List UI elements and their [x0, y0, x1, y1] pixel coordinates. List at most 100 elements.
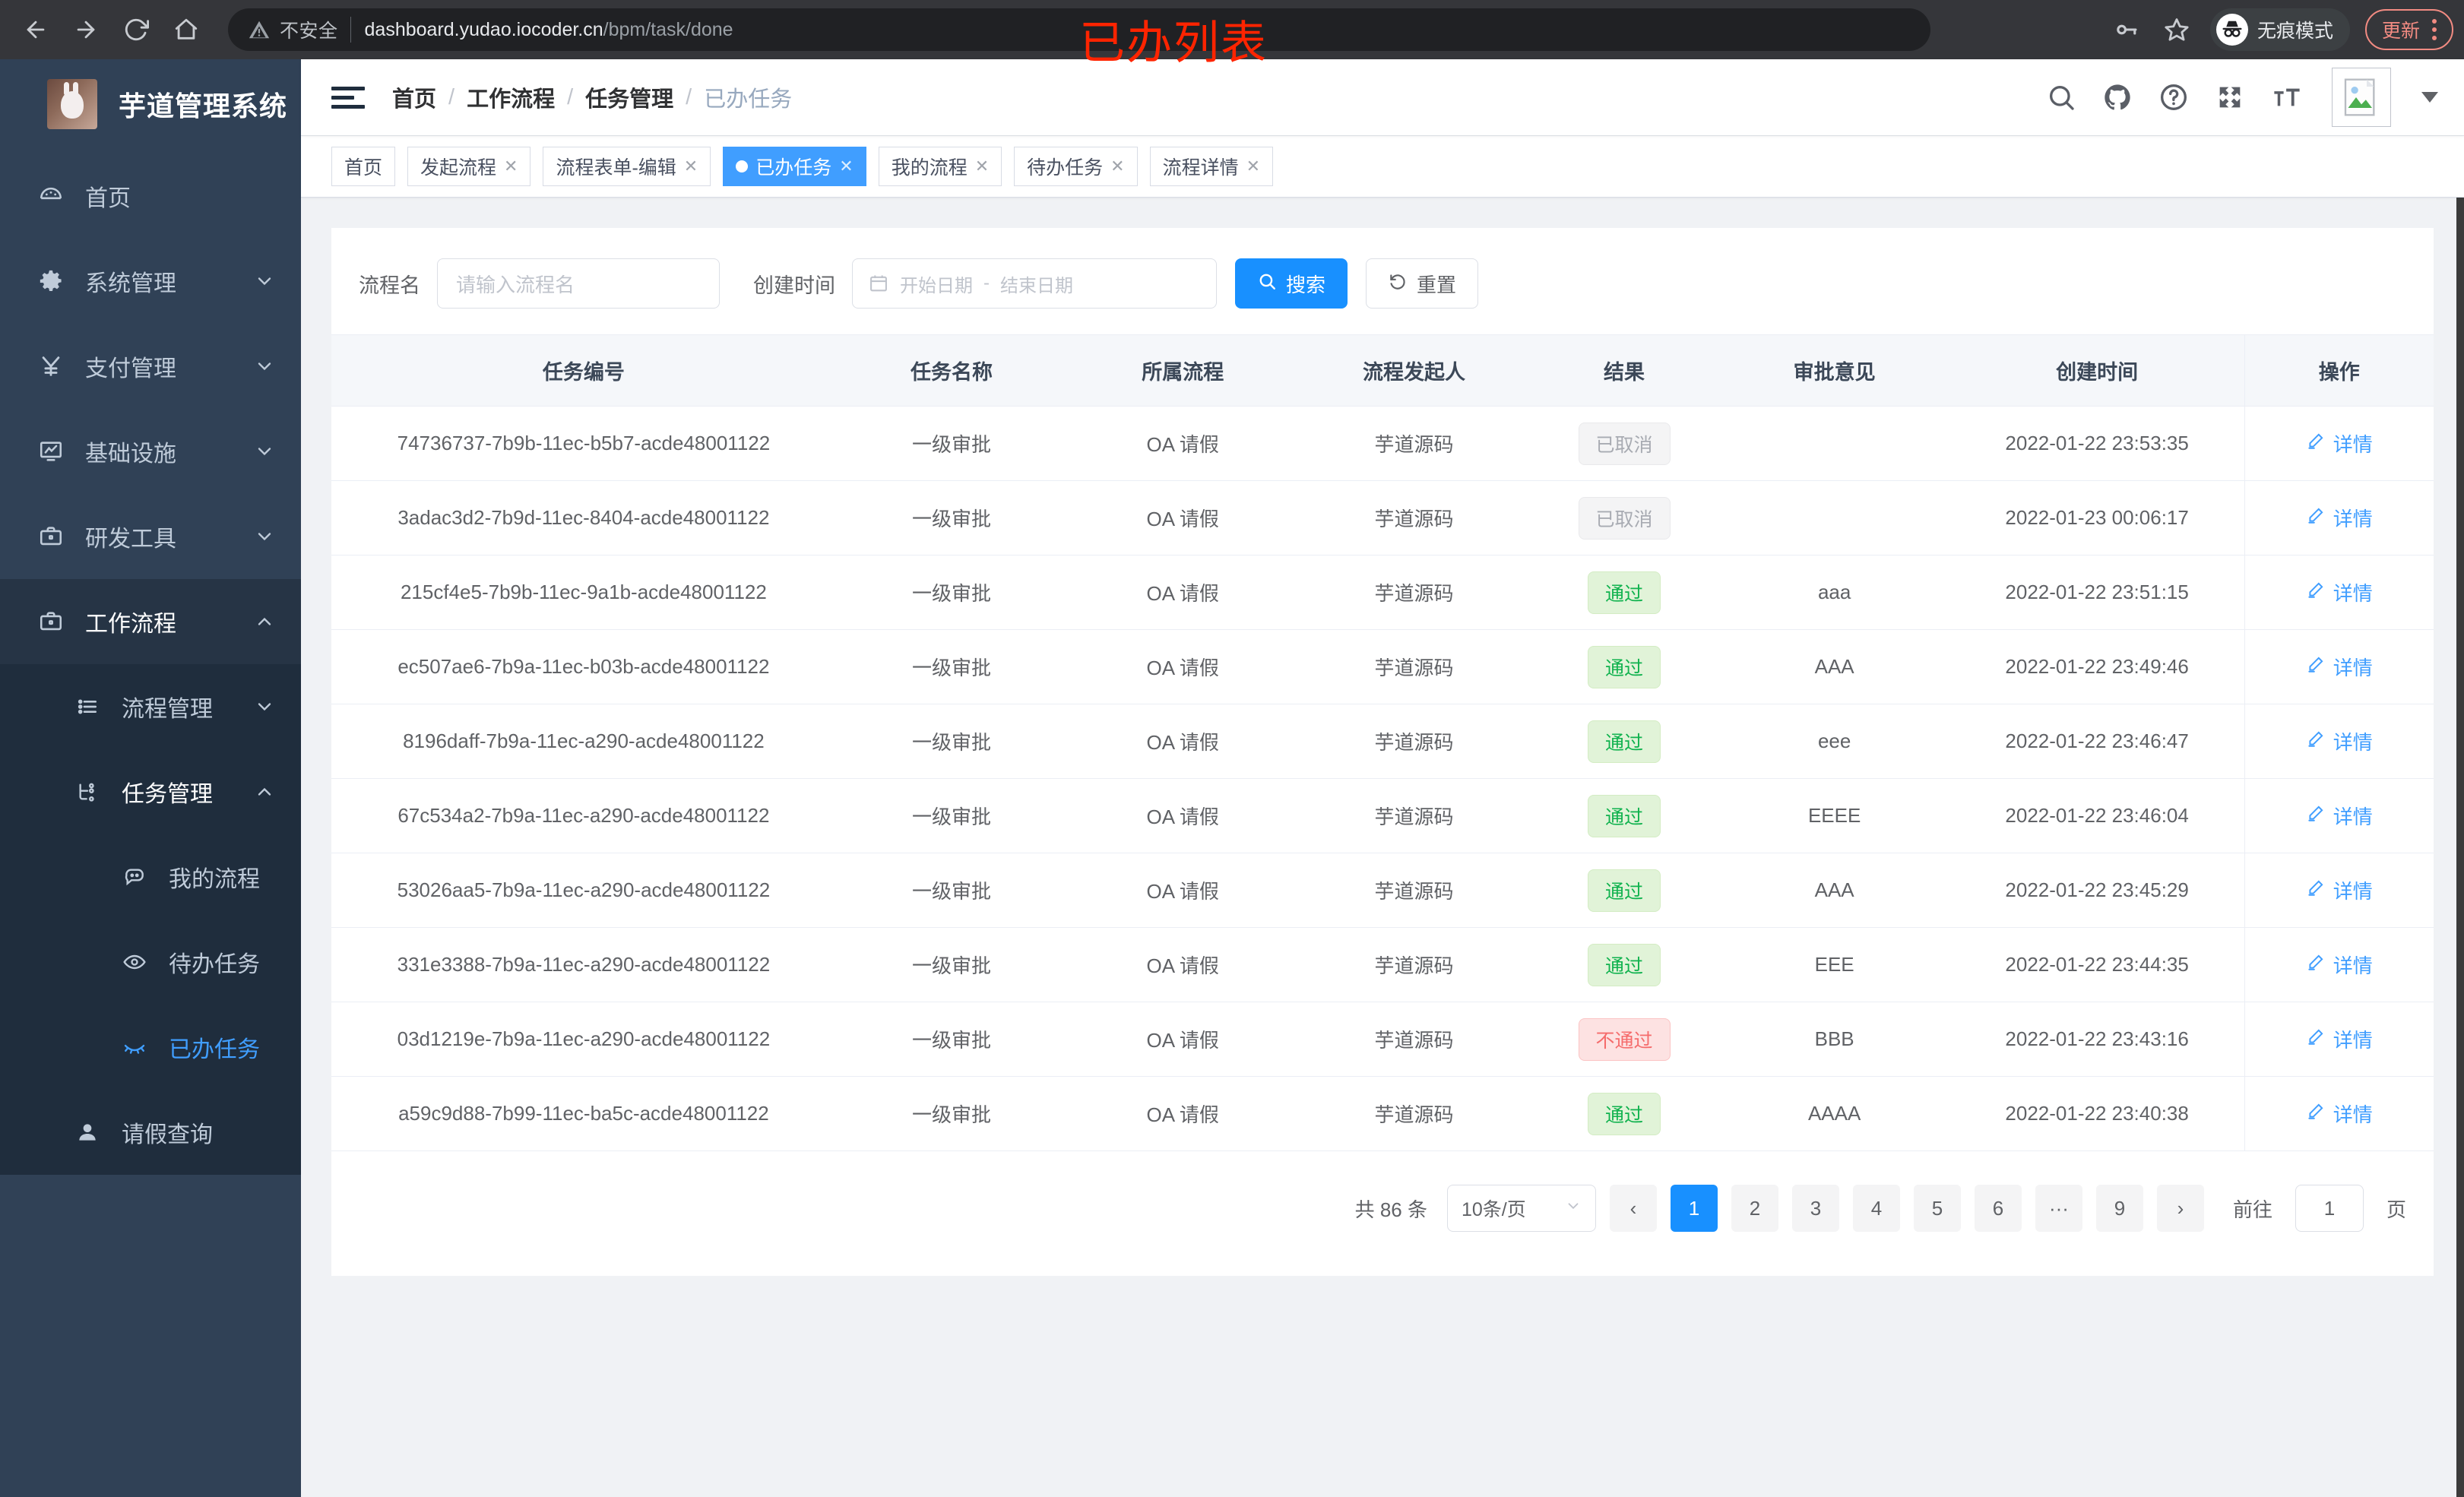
table-row[interactable]: a59c9d88-7b99-11ec-ba5c-acde48001122 一级审批…: [331, 1076, 2434, 1151]
tab-my-process[interactable]: 我的流程 ✕: [878, 147, 1002, 186]
tab-label: 首页: [344, 157, 383, 179]
sidebar-toggle-icon[interactable]: [331, 86, 365, 109]
password-key-icon[interactable]: [2105, 8, 2148, 51]
table-row[interactable]: 3adac3d2-7b9d-11ec-8404-acde48001122 一级审批…: [331, 480, 2434, 555]
table-row[interactable]: 53026aa5-7b9a-11ec-a290-acde48001122 一级审批…: [331, 853, 2434, 928]
detail-button[interactable]: 详情: [2306, 1025, 2373, 1053]
table-row[interactable]: 74736737-7b9b-11ec-b5b7-acde48001122 一级审批…: [331, 406, 2434, 481]
tab-done-task[interactable]: 已办任务 ✕: [723, 147, 866, 186]
bookmark-star-icon[interactable]: [2155, 8, 2198, 51]
tab-process-form-edit[interactable]: 流程表单-编辑 ✕: [543, 147, 711, 186]
cell-comment: EEEE: [1718, 778, 1950, 853]
page-number-button[interactable]: 2: [1731, 1185, 1778, 1232]
status-badge: 通过: [1588, 571, 1661, 614]
sidebar-item-workflow[interactable]: 工作流程: [0, 579, 301, 664]
tab-todo-task[interactable]: 待办任务 ✕: [1014, 147, 1138, 186]
font-size-icon[interactable]: [2271, 81, 2303, 113]
sidebar-item-leave-query[interactable]: 请假查询: [0, 1090, 301, 1175]
goto-page-input[interactable]: 1: [2295, 1185, 2364, 1232]
prev-page-button[interactable]: ‹: [1609, 1185, 1657, 1232]
reload-button[interactable]: [112, 6, 160, 53]
detail-button-label: 详情: [2333, 508, 2373, 530]
page-number-button[interactable]: 6: [1974, 1185, 2022, 1232]
close-icon[interactable]: ✕: [1110, 157, 1125, 176]
sidebar-item-done-task[interactable]: 已办任务: [0, 1005, 301, 1090]
breadcrumb-item[interactable]: 工作流程: [467, 87, 556, 112]
page-number-button[interactable]: 5: [1913, 1185, 1961, 1232]
tab-process-detail[interactable]: 流程详情 ✕: [1149, 147, 1274, 186]
process-name-input[interactable]: 请输入流程名: [437, 258, 720, 309]
page-number-button[interactable]: 4: [1852, 1185, 1900, 1232]
page-size-select[interactable]: 10条/页: [1446, 1185, 1596, 1232]
incognito-indicator[interactable]: 无痕模式: [2209, 8, 2350, 51]
home-button[interactable]: [163, 6, 210, 53]
page-number-button[interactable]: 1: [1670, 1185, 1718, 1232]
close-icon[interactable]: ✕: [504, 157, 518, 176]
reset-button[interactable]: 重置: [1366, 258, 1479, 309]
detail-button[interactable]: 详情: [2306, 578, 2373, 606]
sidebar-item-my-process[interactable]: 我的流程: [0, 834, 301, 919]
page-ellipsis[interactable]: ···: [2035, 1185, 2082, 1232]
detail-button[interactable]: 详情: [2306, 727, 2373, 755]
table-row[interactable]: ec507ae6-7b9a-11ec-b03b-acde48001122 一级审批…: [331, 629, 2434, 704]
monitor-icon: [30, 438, 71, 464]
table-row[interactable]: 215cf4e5-7b9b-11ec-9a1b-acde48001122 一级审批…: [331, 555, 2434, 630]
update-button[interactable]: 更新: [2364, 9, 2453, 50]
address-bar[interactable]: 不安全 dashboard.yudao.iocoder.cn/bpm/task/…: [228, 8, 1930, 51]
sidebar-item-infrastructure[interactable]: 基础设施: [0, 409, 301, 494]
close-icon[interactable]: ✕: [974, 157, 990, 176]
help-icon[interactable]: [2158, 82, 2189, 112]
sidebar-item-home[interactable]: 首页: [0, 153, 301, 239]
page-number-button[interactable]: 9: [2095, 1185, 2143, 1232]
sidebar-item-devtools[interactable]: 研发工具: [0, 494, 301, 579]
chrome-menu-icon[interactable]: [2428, 19, 2441, 40]
table-row[interactable]: 03d1219e-7b9a-11ec-a290-acde48001122 一级审批…: [331, 1002, 2434, 1077]
chevron-down-icon[interactable]: [2421, 92, 2438, 103]
cell-operation: 详情: [2244, 406, 2434, 481]
back-button[interactable]: [12, 6, 59, 53]
search-icon[interactable]: [2046, 82, 2076, 112]
sidebar-item-system[interactable]: 系统管理: [0, 239, 301, 324]
avatar[interactable]: [2332, 68, 2391, 127]
cell-operation: 详情: [2244, 778, 2434, 853]
table-row[interactable]: 331e3388-7b9a-11ec-a290-acde48001122 一级审批…: [331, 927, 2434, 1002]
detail-button[interactable]: 详情: [2306, 504, 2373, 532]
search-button[interactable]: 搜索: [1235, 258, 1348, 309]
close-icon[interactable]: ✕: [1246, 157, 1261, 176]
detail-button[interactable]: 详情: [2306, 653, 2373, 681]
detail-button[interactable]: 详情: [2306, 802, 2373, 830]
sidebar-item-payment[interactable]: 支付管理: [0, 324, 301, 409]
page-number-button[interactable]: 3: [1791, 1185, 1839, 1232]
sidebar-item-label: 支付管理: [85, 356, 176, 381]
detail-button[interactable]: 详情: [2306, 876, 2373, 904]
sidebar-menu: 首页 系统管理 支付管理 基础设施: [0, 153, 301, 1175]
fullscreen-icon[interactable]: [2215, 82, 2245, 112]
cell-create-time: 2022-01-22 23:43:16: [1949, 1002, 2244, 1077]
breadcrumb-item[interactable]: 首页: [392, 87, 437, 112]
tab-home[interactable]: 首页: [331, 147, 396, 186]
breadcrumb-item[interactable]: 任务管理: [585, 87, 674, 112]
status-badge: 通过: [1588, 794, 1661, 837]
breadcrumb-item-current: 已办任务: [704, 87, 793, 112]
create-time-range-picker[interactable]: 开始日期 - 结束日期: [852, 258, 1217, 309]
cell-create-time: 2022-01-22 23:40:38: [1949, 1076, 2244, 1151]
cell-operation: 详情: [2244, 1002, 2434, 1077]
detail-button[interactable]: 详情: [2306, 1100, 2373, 1128]
detail-button[interactable]: 详情: [2306, 429, 2373, 457]
sidebar-item-todo-task[interactable]: 待办任务: [0, 919, 301, 1005]
table-row[interactable]: 67c534a2-7b9a-11ec-a290-acde48001122 一级审批…: [331, 778, 2434, 853]
detail-button[interactable]: 详情: [2306, 951, 2373, 979]
tab-start-process[interactable]: 发起流程 ✕: [407, 147, 531, 186]
cell-comment: BBB: [1718, 1002, 1950, 1077]
close-icon[interactable]: ✕: [839, 157, 854, 176]
next-page-button[interactable]: ›: [2156, 1185, 2204, 1232]
close-icon[interactable]: ✕: [683, 157, 698, 176]
table-row[interactable]: 8196daff-7b9a-11ec-a290-acde48001122 一级审批…: [331, 704, 2434, 779]
sidebar-logo[interactable]: 芋道管理系统: [0, 59, 301, 149]
start-date-placeholder: 开始日期: [900, 275, 973, 296]
tabs-bar: 首页 发起流程 ✕ 流程表单-编辑 ✕ 已办任务 ✕ 我的流程 ✕ 待办任务 ✕: [301, 135, 2464, 198]
forward-button[interactable]: [62, 6, 109, 53]
sidebar-item-task-management[interactable]: 任务管理: [0, 749, 301, 834]
github-icon[interactable]: [2102, 82, 2133, 112]
sidebar-item-process-management[interactable]: 流程管理: [0, 664, 301, 749]
